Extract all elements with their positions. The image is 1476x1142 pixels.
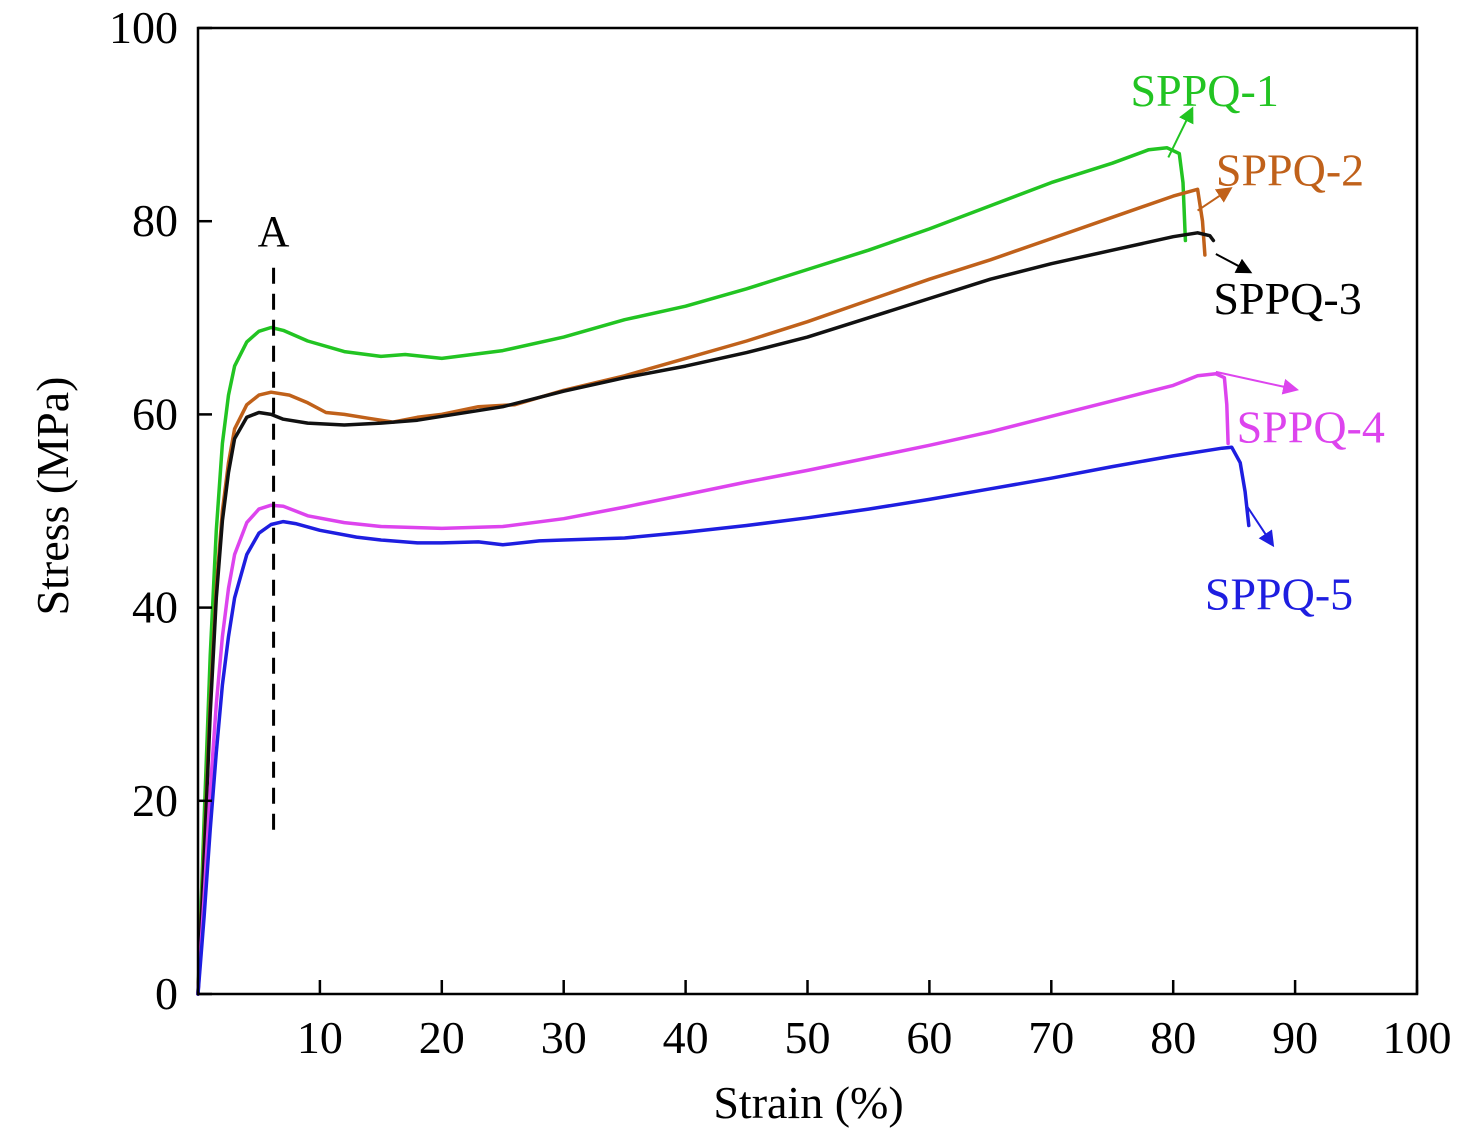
x-tick-label: 70 bbox=[1028, 1012, 1074, 1063]
series-labels: SPPQ-1 SPPQ-2 SPPQ-3 SPPQ-4 SPPQ-5 bbox=[1131, 65, 1385, 619]
x-tick-label: 90 bbox=[1272, 1012, 1318, 1063]
x-tick-label: 100 bbox=[1383, 1012, 1452, 1063]
series-line-sppq-2 bbox=[196, 187, 1207, 996]
label-arrow-sppq-4 bbox=[1215, 370, 1300, 395]
x-tick-label: 30 bbox=[541, 1012, 587, 1063]
annotation-label: A bbox=[258, 207, 290, 256]
y-tick-label: 20 bbox=[132, 775, 178, 826]
label-arrow-sppq-3 bbox=[1215, 253, 1253, 274]
y-axis-ticks: 0 20 40 60 80 100 bbox=[109, 2, 212, 1019]
x-tick-label: 40 bbox=[663, 1012, 709, 1063]
x-tick-label: 80 bbox=[1150, 1012, 1196, 1063]
y-tick-label: 40 bbox=[132, 582, 178, 633]
series-line-sppq-4 bbox=[196, 372, 1230, 996]
x-tick-label: 20 bbox=[419, 1012, 465, 1063]
x-tick-label: 10 bbox=[297, 1012, 343, 1063]
x-axis-title: Strain (%) bbox=[713, 1077, 903, 1128]
series-line-sppq-5 bbox=[196, 445, 1251, 996]
y-tick-label: 60 bbox=[132, 388, 178, 439]
y-tick-label: 80 bbox=[132, 195, 178, 246]
series-label-sppq-4: SPPQ-4 bbox=[1237, 401, 1385, 452]
series-label-sppq-3: SPPQ-3 bbox=[1213, 273, 1361, 324]
x-axis-ticks: 10 20 30 40 50 60 70 80 90 100 bbox=[297, 980, 1452, 1063]
series-line-sppq-3 bbox=[196, 231, 1216, 996]
series-lines bbox=[196, 146, 1251, 996]
y-tick-label: 100 bbox=[109, 2, 178, 53]
annotation-layer: A bbox=[258, 207, 290, 830]
label-arrow-sppq-2 bbox=[1197, 187, 1233, 212]
label-arrow-sppq-5 bbox=[1245, 504, 1275, 548]
y-tick-label: 0 bbox=[155, 968, 178, 1019]
series-label-sppq-2: SPPQ-2 bbox=[1216, 144, 1364, 195]
series-label-sppq-1: SPPQ-1 bbox=[1131, 65, 1279, 116]
label-arrow-sppq-1 bbox=[1167, 106, 1194, 158]
x-tick-label: 50 bbox=[785, 1012, 831, 1063]
y-axis-title: Stress (MPa) bbox=[27, 377, 78, 616]
series-label-sppq-5: SPPQ-5 bbox=[1205, 569, 1353, 620]
series-line-sppq-1 bbox=[196, 146, 1188, 996]
x-tick-label: 60 bbox=[906, 1012, 952, 1063]
